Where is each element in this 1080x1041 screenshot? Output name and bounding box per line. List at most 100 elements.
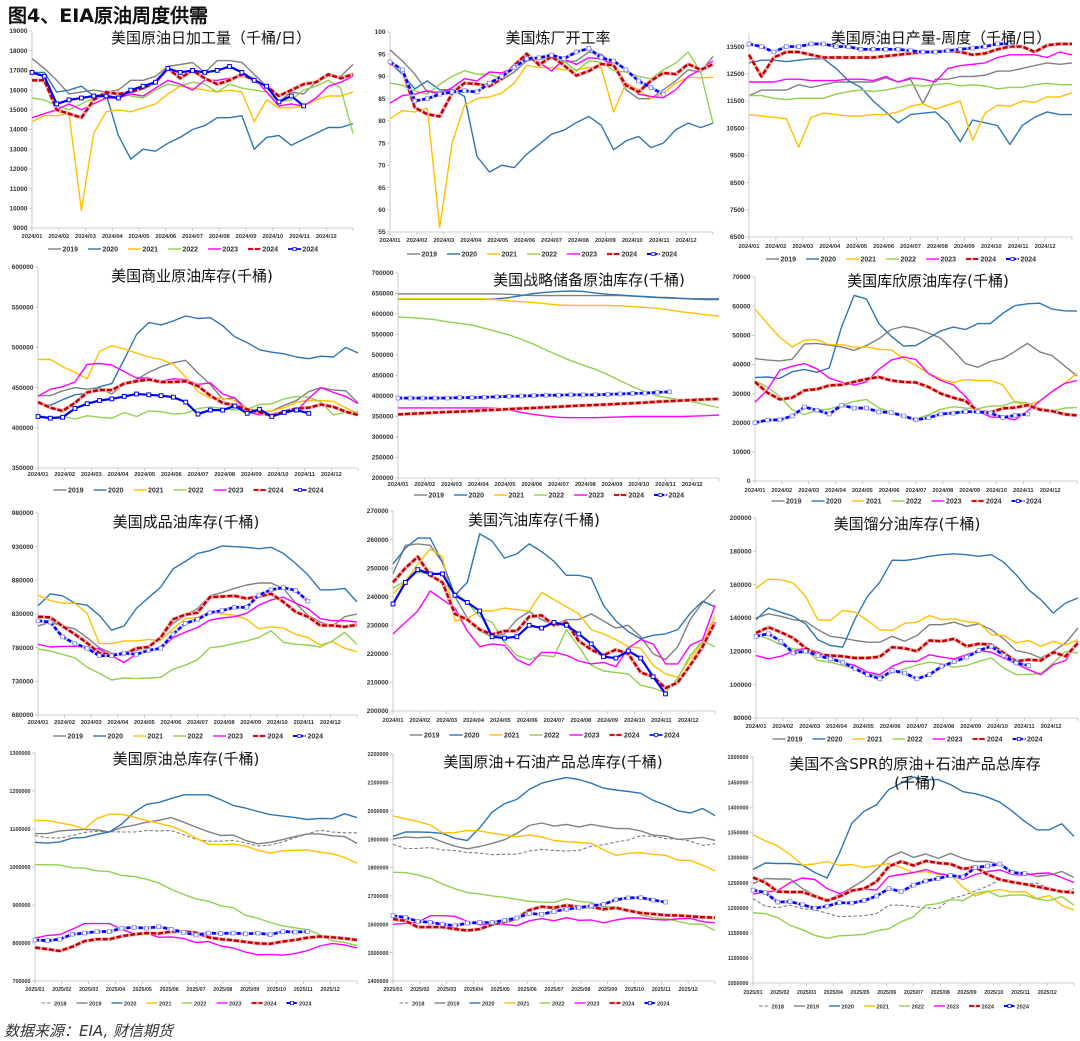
x-tick-label: 2024/06 — [161, 472, 183, 478]
data-point-marker — [524, 56, 530, 61]
chart-canvas: 1400000 1500000 1600000 1700000 1800000 19000… — [368, 752, 716, 1007]
chart-legend: 2019 2020 2021 2022 2023 2024 2024 — [53, 733, 323, 740]
legend-label: 2018 — [412, 1001, 424, 1007]
chart-canvas: 55 60 65 70 75 80 85 90 95 100 2024/01 2024/02 2024/… — [375, 29, 714, 258]
data-point-marker — [412, 98, 418, 104]
x-tick-label: 2025/05 — [491, 987, 510, 993]
data-point-marker — [107, 929, 112, 934]
legend-item: 2024 — [614, 492, 644, 499]
x-tick-label: 2024/07 — [907, 724, 928, 730]
data-point-marker — [218, 931, 224, 936]
series-line — [392, 835, 716, 856]
data-point-marker — [128, 87, 134, 93]
legend-label: 2024 — [629, 492, 645, 499]
series-2022-line — [35, 864, 358, 947]
data-point-marker — [938, 411, 944, 417]
chart-crude-refinery-runs: 美国原油日加工量（千桶/日） 9000 10000 11000 12000 13000 1… — [0, 26, 360, 262]
data-point-marker — [511, 65, 517, 70]
data-point-marker — [895, 46, 901, 52]
data-point-marker — [305, 929, 310, 934]
series-line — [392, 571, 716, 694]
data-point-marker — [945, 48, 951, 53]
legend-item: 2023 — [213, 487, 244, 494]
data-point-marker — [403, 915, 408, 920]
data-point-marker — [970, 45, 975, 51]
data-point-marker — [131, 925, 137, 930]
x-tick-label: 2024/09 — [960, 724, 982, 730]
y-tick-label: 15000 — [9, 107, 27, 114]
x-tick-label: 2025/09 — [240, 987, 259, 993]
data-point-marker — [858, 46, 864, 52]
y-tick-label: 11500 — [727, 98, 745, 105]
legend-item: 2019 — [771, 498, 802, 505]
x-tick-label: 2024/04 — [826, 724, 848, 730]
data-point-marker — [539, 625, 544, 631]
chart-legend: 2019 2020 2021 2022 2023 2024 2024 — [771, 498, 1042, 505]
axes: 1400000 1500000 1600000 1700000 1800000 19000… — [368, 752, 716, 993]
data-point-marker — [84, 401, 90, 407]
series-line — [392, 776, 716, 842]
data-point-marker — [752, 420, 758, 426]
data-point-marker — [923, 878, 929, 884]
series-2023-line — [392, 915, 716, 927]
series-2024-blue — [29, 64, 307, 109]
legend-item: 2021 — [846, 256, 876, 263]
x-tick-label: 2025/08 — [213, 987, 232, 993]
x-tick-label: 2024/05 — [852, 488, 874, 494]
data-point-marker — [207, 610, 213, 616]
chart-legend: 2019 2020 2021 2022 2023 2024 2024 — [48, 246, 318, 253]
data-point-marker — [452, 923, 458, 929]
legend-item: 2021 — [489, 732, 520, 739]
series-2019-line — [35, 816, 358, 845]
x-tick-label: 2024/02 — [771, 488, 792, 494]
legend-label: 2021 — [867, 736, 883, 743]
x-tick-label: 2024/03 — [75, 234, 97, 240]
data-point-marker — [103, 93, 109, 99]
data-point-marker — [437, 91, 443, 97]
x-tick-label: 2024/06 — [880, 724, 902, 730]
legend-label: 2022 — [906, 498, 922, 505]
data-point-marker — [408, 395, 413, 401]
x-tick-label: 2024/10 — [267, 720, 288, 726]
legend-label: 2024 — [1027, 736, 1043, 743]
data-point-marker — [775, 899, 780, 905]
series-2019-line — [31, 58, 354, 103]
chart-title: 美国馏分油库存(千桶) — [833, 515, 981, 533]
data-point-marker — [48, 619, 53, 625]
data-point-marker — [573, 49, 579, 55]
data-point-marker — [514, 915, 520, 921]
chart-canvas: 700000 800000 900000 1000000 1100000 1200000 1… — [10, 751, 358, 1007]
data-point-marker — [908, 48, 913, 53]
data-point-marker — [796, 44, 802, 49]
data-point-marker — [551, 620, 557, 625]
data-point-marker — [593, 392, 598, 398]
y-tick-label: 830000 — [12, 611, 34, 618]
x-tick-label: 2024/12 — [678, 718, 699, 724]
series-2024-blue — [750, 861, 1027, 911]
y-tick-label: 350000 — [372, 414, 394, 421]
chart-legend: 2019 2020 2021 2022 2023 2024 2024 — [766, 256, 1036, 263]
x-tick-label: 2024/03 — [798, 488, 820, 494]
data-point-marker — [66, 97, 72, 103]
legend-item: 2022 — [899, 1004, 924, 1010]
data-point-marker — [177, 70, 183, 75]
series-layer — [395, 290, 720, 419]
legend-item: 2019 — [48, 246, 78, 253]
x-tick-label: 2024/07 — [900, 244, 921, 250]
x-tick-label: 2024/12 — [1040, 488, 1061, 494]
chart-title: 美国原油总库存(千桶) — [112, 750, 260, 768]
data-point-marker — [630, 391, 635, 396]
chart-product-stocks: 美国成品油库存(千桶) 680000 730000 780000 830000 8800… — [0, 505, 360, 743]
data-point-marker — [926, 415, 931, 421]
data-point-marker — [982, 44, 988, 49]
chart-crude-production: 美国原油日产量-周度（千桶/日） 6500 7500 8500 9500 10500 11… — [720, 26, 1080, 266]
legend-swatch — [1012, 737, 1026, 741]
series-line — [748, 62, 1073, 105]
data-point-marker — [824, 903, 830, 909]
legend-item: 2021 — [128, 246, 158, 253]
legend-item: 2023 — [569, 732, 600, 739]
data-point-marker — [625, 895, 631, 901]
legend-item: 2019 — [409, 732, 440, 739]
data-point-marker — [35, 618, 41, 624]
y-tick-label: 600000 — [372, 311, 394, 318]
